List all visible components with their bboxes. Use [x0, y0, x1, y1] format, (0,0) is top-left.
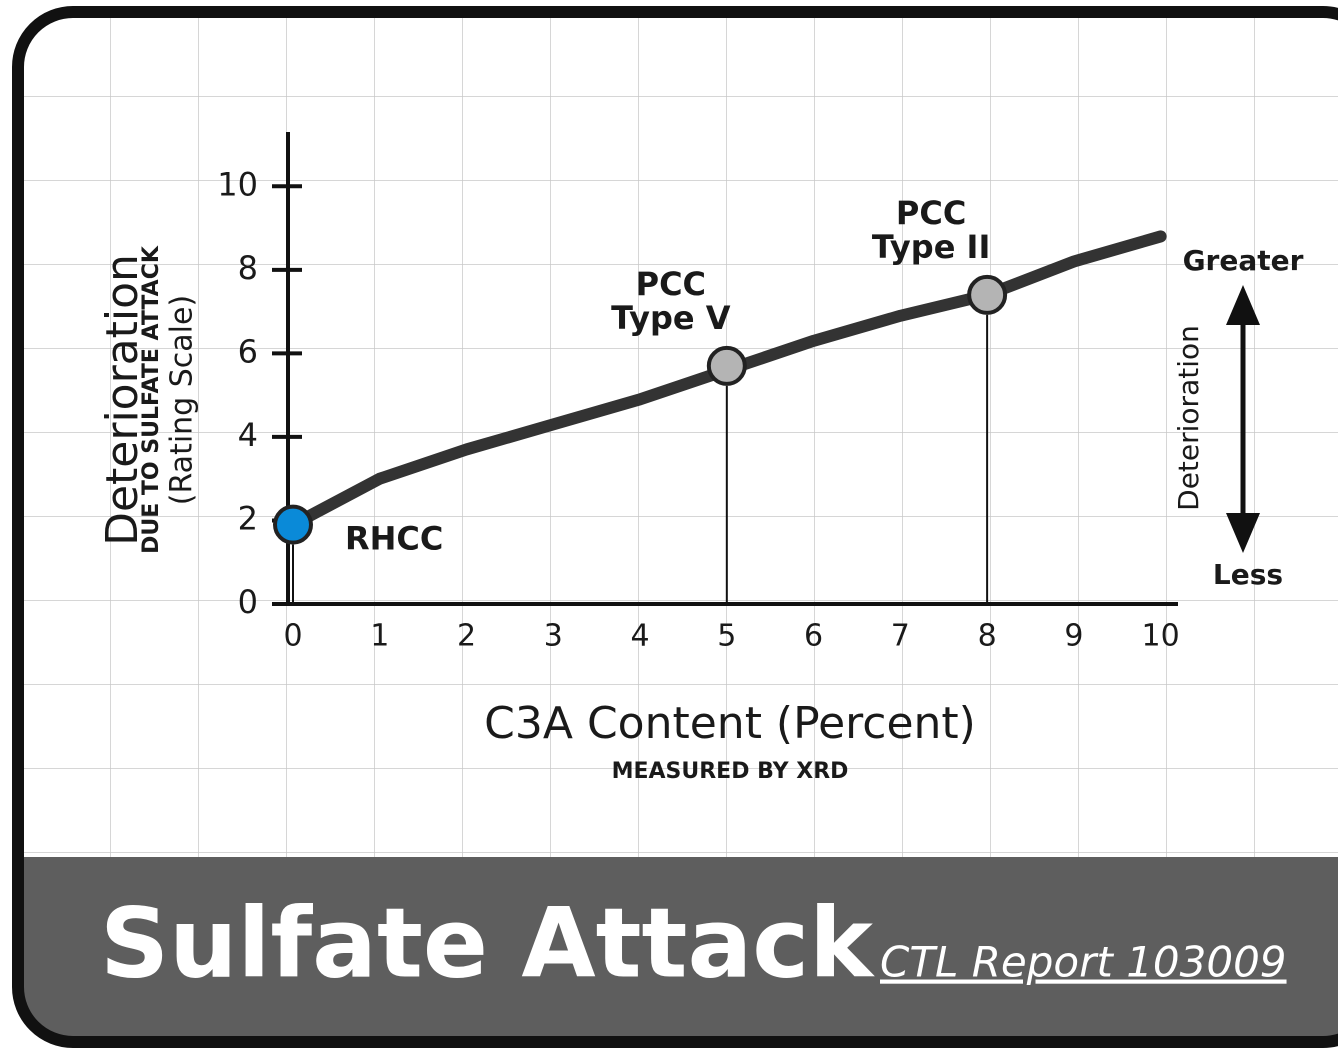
x-tick-label: 10: [1142, 619, 1180, 654]
subtitle: CTL Report 103009: [880, 938, 1287, 987]
y-sublabel: (Rating Scale): [165, 295, 200, 505]
point-label: Type V: [611, 299, 731, 337]
side-label: Deterioration: [1172, 325, 1205, 511]
point: [706, 345, 747, 386]
side-arrow: [1226, 285, 1260, 553]
y-tick-label: 0: [238, 583, 258, 621]
point-label: PCC: [896, 194, 966, 232]
point: [273, 504, 313, 545]
y-tick-label: 8: [238, 249, 258, 287]
x-tick-label: 8: [978, 619, 997, 654]
x-tick-label: 4: [631, 619, 650, 654]
x-tick-label: 6: [804, 619, 823, 654]
x-label: C3A Content (Percent): [484, 698, 976, 749]
y-tick-label: 2: [238, 499, 258, 537]
x-tick-label: 3: [544, 619, 563, 654]
title: Sulfate Attack: [100, 887, 875, 999]
x-tick-label: 1: [370, 619, 389, 654]
y-tick-label: 4: [238, 416, 258, 454]
side-top: Greater: [1183, 244, 1304, 277]
x-tick-label: 7: [891, 619, 910, 654]
y-sublabel: DUE TO SULFATE ATTACK: [139, 245, 164, 554]
frame: [12, 6, 1338, 1048]
x-sublabel: MEASURED BY XRD: [612, 759, 849, 784]
point-label: Type II: [872, 228, 990, 266]
x-tick-label: 0: [283, 619, 302, 654]
y-tick-label: 10: [217, 165, 258, 203]
point-label: RHCC: [345, 520, 443, 558]
x-tick-label: 5: [717, 619, 736, 654]
point-label: PCC: [636, 265, 706, 303]
point: [967, 274, 1008, 315]
side-bottom: Less: [1213, 558, 1283, 591]
y-label: Deterioration: [97, 254, 148, 546]
x-tick-label: 2: [457, 619, 476, 654]
y-tick-label: 6: [238, 332, 258, 370]
x-tick-label: 9: [1064, 619, 1083, 654]
